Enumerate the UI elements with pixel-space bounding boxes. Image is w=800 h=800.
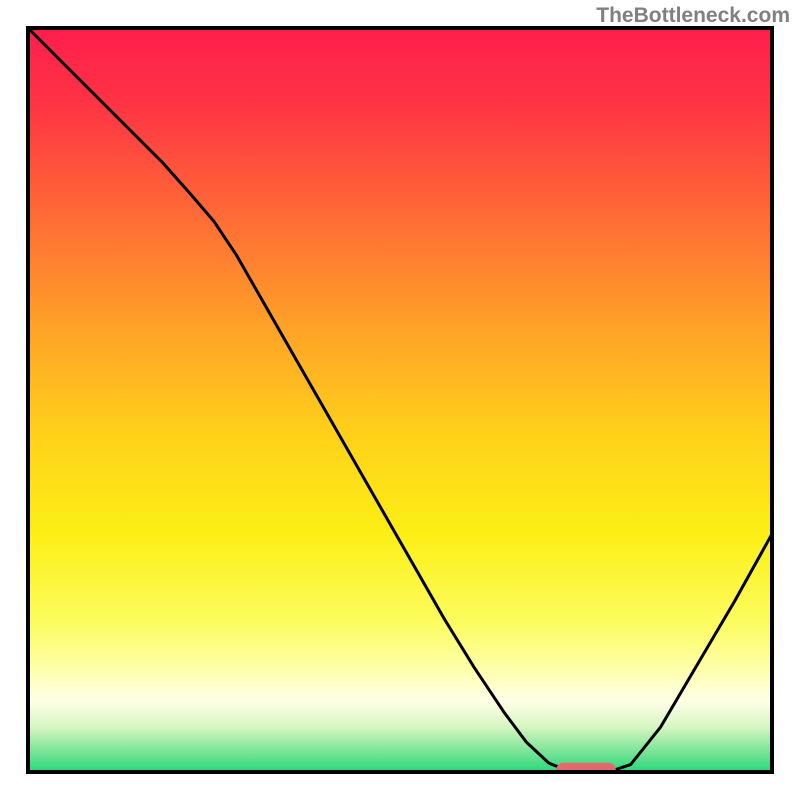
plot-svg (0, 0, 800, 800)
chart-container: TheBottleneck.com (0, 0, 800, 800)
optimum-marker (556, 763, 616, 777)
